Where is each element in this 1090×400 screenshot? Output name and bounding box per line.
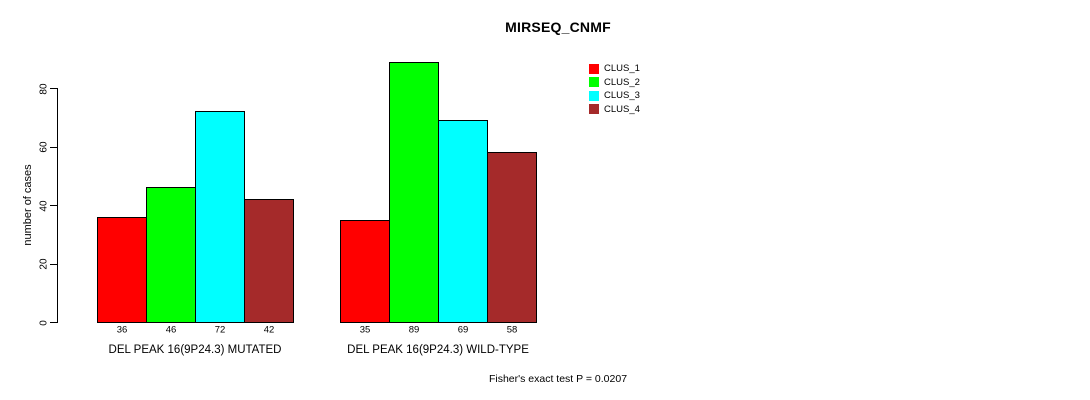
- y-axis-tick: [50, 322, 57, 323]
- bar-value-label: 89: [408, 324, 420, 336]
- bar-clus_3-group2: [438, 120, 488, 323]
- bar-clus_2-group1: [146, 187, 196, 323]
- legend-item-clus_2: CLUS_2: [589, 76, 640, 90]
- y-axis-tick-label: 20: [38, 258, 50, 270]
- bar-value-label: 72: [214, 324, 226, 336]
- legend-label: CLUS_4: [604, 103, 640, 115]
- y-axis-line: [57, 88, 58, 323]
- legend-label: CLUS_3: [604, 90, 640, 102]
- y-axis-tick: [50, 263, 57, 265]
- legend-swatch-icon: [589, 104, 599, 115]
- legend-swatch-icon: [589, 90, 599, 101]
- y-axis-tick: [50, 205, 57, 206]
- bar-value-label: 36: [116, 324, 128, 336]
- legend-item-clus_4: CLUS_4: [589, 103, 640, 117]
- bar-value-label: 35: [359, 324, 371, 336]
- legend-swatch-icon: [589, 77, 599, 88]
- bar-clus_1-group1: [97, 217, 147, 323]
- y-axis-tick-label: 0: [38, 319, 50, 326]
- y-axis-tick-label: 80: [38, 82, 50, 95]
- bar-clus_2-group2: [389, 62, 439, 323]
- bar-value-label: 69: [457, 324, 469, 336]
- y-axis-tick: [50, 146, 57, 148]
- bar-clus_4-group2: [487, 152, 537, 323]
- group-label: DEL PEAK 16(9P24.3) MUTATED: [108, 344, 282, 356]
- y-axis-tick-label: 40: [38, 199, 50, 212]
- legend-swatch-icon: [589, 63, 599, 74]
- bar-value-label: 46: [165, 324, 177, 336]
- legend-label: CLUS_1: [604, 63, 640, 75]
- legend-item-clus_1: CLUS_1: [589, 62, 640, 76]
- legend-label: CLUS_2: [604, 76, 640, 88]
- group-label: DEL PEAK 16(9P24.3) WILD-TYPE: [347, 344, 529, 356]
- fisher-test-annotation: Fisher's exact test P = 0.0207: [488, 373, 628, 385]
- y-axis-tick: [50, 88, 57, 89]
- bar-clus_4-group1: [244, 199, 294, 323]
- bar-value-label: 42: [263, 324, 275, 336]
- y-axis-tick-label: 60: [38, 141, 50, 153]
- bar-clus_3-group1: [195, 111, 245, 323]
- legend-item-clus_3: CLUS_3: [589, 89, 640, 103]
- bar-clus_1-group2: [340, 220, 390, 323]
- chart-title: MIRSEQ_CNMF: [505, 19, 611, 35]
- legend: CLUS_1 CLUS_2 CLUS_3 CLUS_4: [589, 62, 640, 116]
- bar-value-label: 58: [506, 324, 518, 336]
